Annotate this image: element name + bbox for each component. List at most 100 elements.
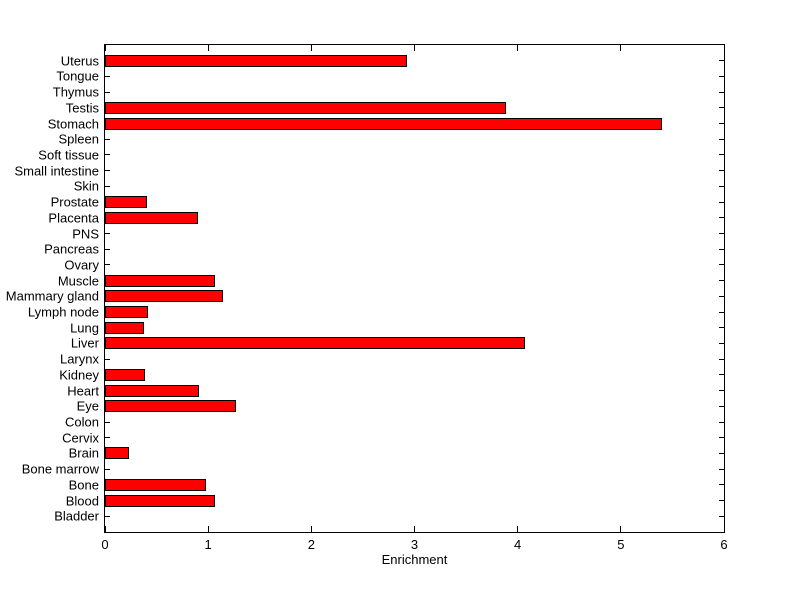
y-tick-label: Tongue xyxy=(56,68,99,84)
y-tick-left xyxy=(105,185,110,187)
bar xyxy=(105,384,199,397)
y-tick-label: Uterus xyxy=(60,53,99,69)
y-tick-label: Mammary gland xyxy=(5,288,99,304)
y-tick-right xyxy=(719,264,724,266)
x-tick-top xyxy=(517,45,519,51)
y-tick-right xyxy=(719,201,724,203)
x-axis-title: Enrichment xyxy=(381,552,448,567)
y-tick-right xyxy=(719,138,724,140)
bar xyxy=(105,494,216,507)
y-tick-label: Heart xyxy=(67,383,99,399)
y-tick-label: Blood xyxy=(65,493,99,509)
y-tick-label: Soft tissue xyxy=(38,147,99,163)
y-tick-label: Bone marrow xyxy=(21,461,99,477)
y-tick-label: Small intestine xyxy=(14,163,99,179)
y-tick-label: Prostate xyxy=(50,194,99,210)
y-tick-label: Colon xyxy=(65,414,99,430)
y-tick-right xyxy=(719,452,724,454)
x-tick-bottom xyxy=(620,526,622,532)
y-tick-right xyxy=(719,421,724,423)
x-tick-bottom xyxy=(723,526,725,532)
y-tick-right xyxy=(719,280,724,282)
y-tick-right xyxy=(719,327,724,329)
y-tick-label: Lung xyxy=(70,320,99,336)
bar xyxy=(105,478,207,491)
y-tick-right xyxy=(719,185,724,187)
y-tick-right xyxy=(719,217,724,219)
x-tick-bottom xyxy=(207,526,209,532)
x-tick-label: 3 xyxy=(410,537,419,552)
x-tick-bottom xyxy=(517,526,519,532)
y-tick-label: Stomach xyxy=(47,116,99,132)
y-tick-label: Cervix xyxy=(62,430,99,446)
y-tick-label: Larynx xyxy=(59,351,99,367)
y-tick-left xyxy=(105,421,110,423)
y-tick-label: Muscle xyxy=(57,273,99,289)
y-tick-left xyxy=(105,468,110,470)
x-tick-bottom xyxy=(414,526,415,532)
bar xyxy=(105,54,408,67)
y-tick-right xyxy=(719,342,724,344)
y-tick-right xyxy=(719,107,724,109)
x-tick-top xyxy=(414,45,415,51)
y-tick-left xyxy=(105,154,110,156)
y-tick-left xyxy=(105,138,110,140)
y-tick-right xyxy=(719,500,724,502)
y-tick-right xyxy=(719,374,724,376)
y-tick-right xyxy=(719,233,724,235)
y-tick-label: Ovary xyxy=(64,257,99,273)
y-tick-right xyxy=(719,390,724,392)
y-tick-right xyxy=(719,515,724,517)
bar xyxy=(105,337,525,350)
bar xyxy=(105,447,129,460)
x-tick-top xyxy=(310,45,312,51)
bar xyxy=(105,117,663,130)
y-tick-right xyxy=(719,91,724,93)
y-tick-label: Brain xyxy=(68,445,99,461)
y-tick-right xyxy=(719,405,724,407)
bar xyxy=(105,290,223,303)
x-tick-top xyxy=(620,45,622,51)
y-tick-right xyxy=(719,484,724,486)
y-tick-label: Placenta xyxy=(48,210,99,226)
y-tick-right xyxy=(719,437,724,439)
y-tick-left xyxy=(105,91,110,93)
y-tick-right xyxy=(719,311,724,313)
x-tick-top xyxy=(207,45,209,51)
bar xyxy=(105,400,237,413)
y-tick-right xyxy=(719,154,724,156)
y-tick-label: Skin xyxy=(73,178,99,194)
bar xyxy=(105,196,148,209)
y-tick-left xyxy=(105,264,110,266)
y-tick-label: Spleen xyxy=(58,131,99,147)
y-tick-label: Thymus xyxy=(52,84,99,100)
y-tick-label: Eye xyxy=(76,398,99,414)
y-tick-right xyxy=(719,358,724,360)
x-tick-top xyxy=(723,45,725,51)
y-tick-label: Testis xyxy=(65,100,99,116)
x-tick-label: 2 xyxy=(307,537,315,552)
x-tick-label: 4 xyxy=(514,537,522,552)
bar xyxy=(105,101,507,114)
x-tick-label: 5 xyxy=(617,537,625,552)
plot-area: Enrichment Uterus Tongue Thymus Testis Stoma… xyxy=(6,44,728,566)
y-tick-label: Bladder xyxy=(54,508,99,524)
y-tick-label: PNS xyxy=(72,226,99,242)
x-tick-label: 1 xyxy=(204,537,212,552)
bar xyxy=(105,306,149,319)
y-tick-right xyxy=(719,123,724,125)
x-tick-label: 6 xyxy=(720,537,728,552)
bar xyxy=(105,321,145,334)
y-tick-label: Lymph node xyxy=(27,304,99,320)
y-tick-right xyxy=(719,468,724,470)
y-tick-left xyxy=(105,248,110,250)
y-tick-label: Bone xyxy=(68,477,99,493)
y-tick-left xyxy=(105,233,110,235)
y-tick-left xyxy=(105,515,110,517)
y-tick-label: Liver xyxy=(70,335,99,351)
bar xyxy=(105,211,198,224)
y-tick-right xyxy=(719,60,724,62)
y-tick-right xyxy=(719,295,724,297)
y-tick-right xyxy=(719,248,724,250)
